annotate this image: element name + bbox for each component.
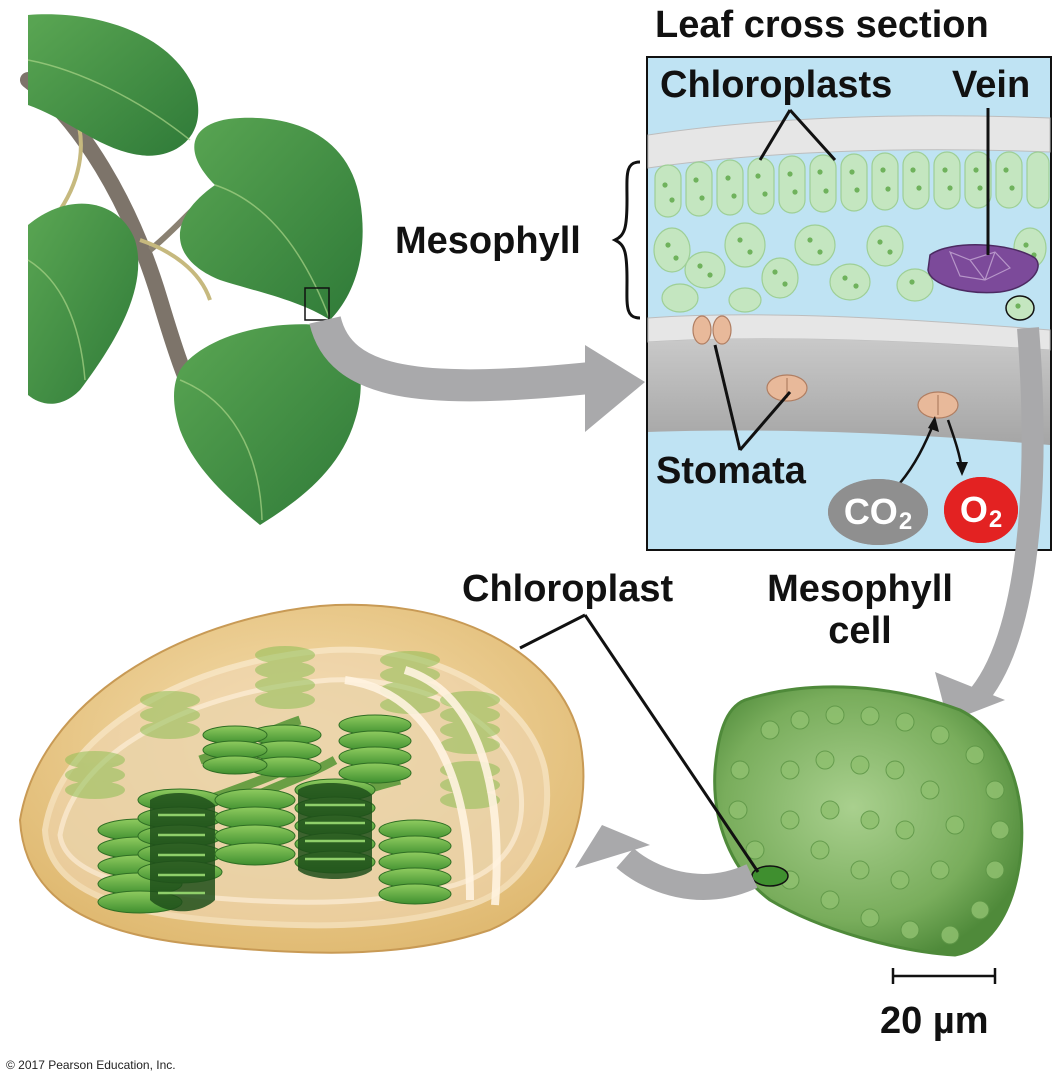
grana-foreground (97, 714, 452, 914)
leaf-branch-illustration (20, 14, 363, 525)
o2-arrow-head (956, 462, 968, 476)
co2-text: CO (843, 491, 898, 532)
mesophyll-cell-illustration (713, 685, 1024, 957)
leaf-upper (28, 14, 199, 156)
cut-face-inner (344, 676, 474, 901)
arrow-head (575, 825, 650, 868)
stoma (712, 315, 732, 345)
leaf-lower (174, 324, 361, 525)
label-mesophyll: Mesophyll (395, 220, 581, 262)
label-vein: Vein (952, 64, 1031, 106)
stomata-group (692, 315, 959, 419)
leader-lines-section (713, 108, 990, 451)
co2-arrow-head (928, 416, 939, 432)
chloroplast-cutaway (18, 603, 585, 954)
o2-subscript: 2 (988, 506, 1003, 533)
label-stomata: Stomata (656, 450, 806, 492)
lower-tissue (648, 338, 1050, 445)
leader-lines-chloroplast (519, 613, 760, 873)
copyright-text: © 2017 Pearson Education, Inc. (6, 1058, 176, 1072)
mesophyll-brace (611, 160, 641, 320)
label-scale: 20 µm (880, 1000, 989, 1042)
palisade-mesophyll (654, 151, 1050, 218)
granum-cutaway (298, 783, 372, 879)
label-chloroplasts: Chloroplasts (660, 64, 893, 106)
upper-epidermis (647, 115, 1051, 169)
label-chloroplast: Chloroplast (462, 568, 674, 610)
cut-face-outer (403, 666, 501, 906)
scale-bar (891, 968, 997, 984)
leaf-zoom-box (304, 287, 330, 321)
petiole (139, 238, 212, 301)
granum-cutaway (150, 793, 215, 912)
o2-text: O (959, 489, 988, 530)
arrow-leaf-to-section (309, 315, 645, 432)
arrow-head (585, 345, 645, 432)
cell-chloroplasts (728, 705, 1010, 945)
label-mesophyll-cell-line1: Mesophyll (767, 568, 953, 610)
co2-subscript: 2 (898, 508, 913, 535)
leaf-left (28, 203, 139, 404)
vein-bundle (927, 244, 1039, 294)
label-mesophyll-cell: Mesophyll cell (740, 568, 980, 652)
chloroplast-dots (662, 167, 1037, 309)
arrow-body (309, 315, 592, 402)
leaf-middle (179, 117, 363, 320)
arrow-cell-to-chloroplast (575, 825, 758, 900)
title-leaf-cross-section: Leaf cross section (655, 4, 989, 46)
co2-label: CO 2 (828, 479, 928, 545)
spongy-mesophyll (653, 222, 1047, 321)
arrow-body (966, 327, 1044, 708)
arrow-body (616, 847, 758, 900)
label-mesophyll-cell-line2: cell (828, 610, 892, 652)
stoma (692, 315, 712, 345)
